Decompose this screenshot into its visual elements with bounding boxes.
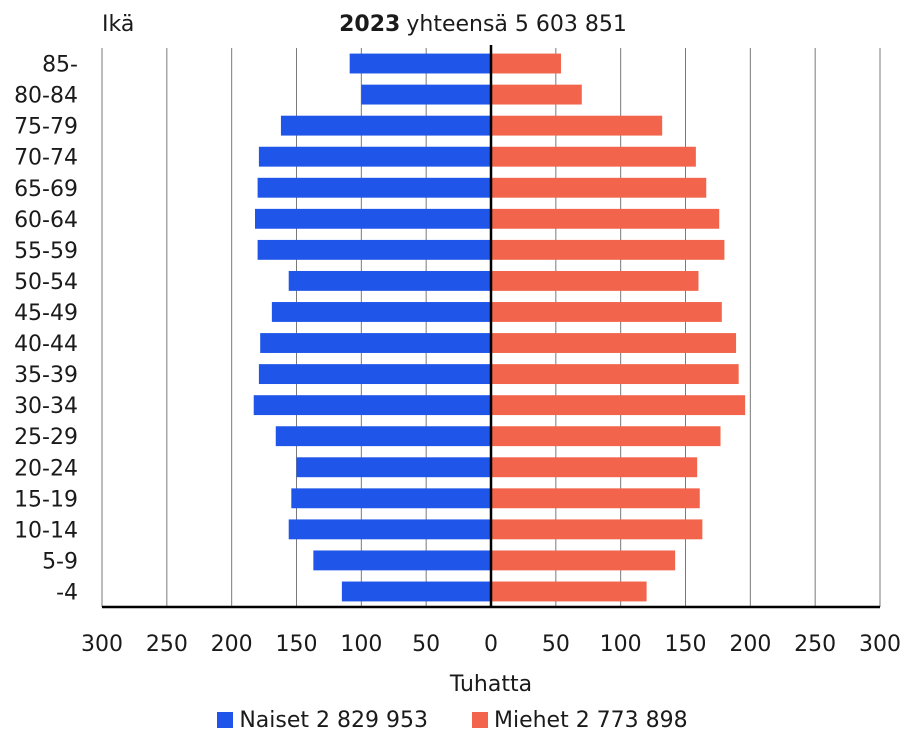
x-tick-label-7: 50 (542, 632, 570, 657)
axes-group (102, 45, 880, 609)
bar-naiset-11 (253, 395, 491, 416)
age-label-12: 25-29 (14, 425, 78, 450)
age-label-2: 75-79 (14, 115, 78, 140)
legend-item-miehet: Miehet 2 773 898 (471, 707, 688, 733)
bar-naiset-12 (275, 426, 491, 447)
age-label-4: 65-69 (14, 177, 78, 202)
bar-naiset-8 (271, 302, 491, 322)
age-label-13: 20-24 (14, 456, 78, 481)
bar-naiset-1 (361, 84, 491, 105)
x-tick-label-10: 200 (729, 632, 771, 657)
bar-naiset-14 (291, 488, 491, 509)
x-tick-label-12: 300 (859, 632, 901, 657)
legend-label-naiset: Naiset 2 829 953 (239, 707, 428, 733)
y-axis-title: Ikä (102, 12, 134, 37)
age-label-6: 55-59 (14, 239, 78, 264)
x-tick-label-4: 100 (340, 632, 382, 657)
chart-title-rest: yhteensä 5 603 851 (406, 12, 627, 37)
bar-naiset-0 (349, 53, 491, 74)
x-tick-label-0: 300 (81, 632, 123, 657)
bar-naiset-4 (257, 177, 491, 198)
age-label-16: 5-9 (42, 549, 78, 574)
bar-miehet-15 (491, 519, 703, 540)
chart-title-year: 2023 (339, 12, 400, 37)
x-tick-label-6: 0 (484, 632, 498, 657)
bar-naiset-2 (280, 115, 491, 136)
labels-group: 300 250 200 150 100 50 0 50 100 150 200 250 300 85- 80… (14, 53, 901, 657)
age-label-3: 70-74 (14, 146, 78, 171)
bar-naiset-10 (258, 364, 491, 385)
x-tick-label-11: 250 (794, 632, 836, 657)
bar-naiset-7 (288, 270, 491, 291)
bar-naiset-17 (341, 581, 491, 602)
legend-item-naiset: Naiset 2 829 953 (217, 708, 428, 733)
bar-naiset-3 (258, 146, 491, 167)
legend-swatch-naiset (217, 712, 234, 728)
age-label-0: 85- (42, 53, 78, 78)
age-label-7: 50-54 (14, 270, 78, 295)
age-label-9: 40-44 (14, 332, 78, 357)
bar-naiset-9 (260, 333, 491, 353)
bar-miehet-4 (491, 177, 707, 198)
legend-label-miehet: Miehet 2 773 898 (493, 707, 688, 733)
bar-miehet-16 (491, 550, 676, 571)
bar-naiset-15 (288, 519, 491, 540)
bar-naiset-6 (257, 239, 491, 260)
bar-miehet-3 (491, 146, 696, 167)
bar-naiset-16 (313, 550, 491, 571)
bar-miehet-0 (491, 53, 562, 74)
bar-miehet-13 (491, 457, 698, 478)
bar-miehet-9 (491, 333, 737, 353)
bar-miehet-17 (491, 581, 647, 602)
bar-miehet-8 (491, 302, 722, 322)
bar-naiset-13 (296, 457, 491, 478)
age-label-17: -4 (56, 580, 78, 605)
age-label-15: 10-14 (14, 518, 78, 543)
bars-group (253, 53, 746, 602)
bar-miehet-6 (491, 239, 725, 260)
bar-miehet-1 (491, 84, 582, 105)
bar-miehet-14 (491, 488, 700, 509)
bar-miehet-10 (491, 364, 739, 385)
bar-miehet-11 (491, 395, 746, 416)
x-tick-label-1: 250 (146, 632, 188, 657)
x-tick-label-2: 200 (211, 632, 253, 657)
age-label-14: 15-19 (14, 487, 78, 512)
bar-miehet-2 (491, 115, 663, 136)
chart-title: 2023 yhteensä 5 603 851 (339, 12, 627, 37)
x-tick-label-8: 100 (600, 632, 642, 657)
bar-miehet-12 (491, 426, 721, 447)
x-tick-label-5: 50 (412, 632, 440, 657)
bar-miehet-7 (491, 270, 699, 291)
x-tick-label-9: 150 (665, 632, 707, 657)
grid-lines (101, 48, 881, 607)
age-label-1: 80-84 (14, 84, 78, 109)
age-label-10: 35-39 (14, 363, 78, 388)
age-label-8: 45-49 (14, 301, 78, 326)
legend: Naiset 2 829 953 Miehet 2 773 898 (0, 704, 905, 736)
x-axis-title: Tuhatta (449, 672, 532, 697)
age-label-11: 30-34 (14, 394, 78, 419)
x-tick-label-3: 150 (276, 632, 318, 657)
bar-naiset-5 (255, 208, 491, 229)
legend-swatch-miehet (471, 712, 488, 728)
age-label-5: 60-64 (14, 208, 78, 233)
bar-miehet-5 (491, 208, 720, 229)
